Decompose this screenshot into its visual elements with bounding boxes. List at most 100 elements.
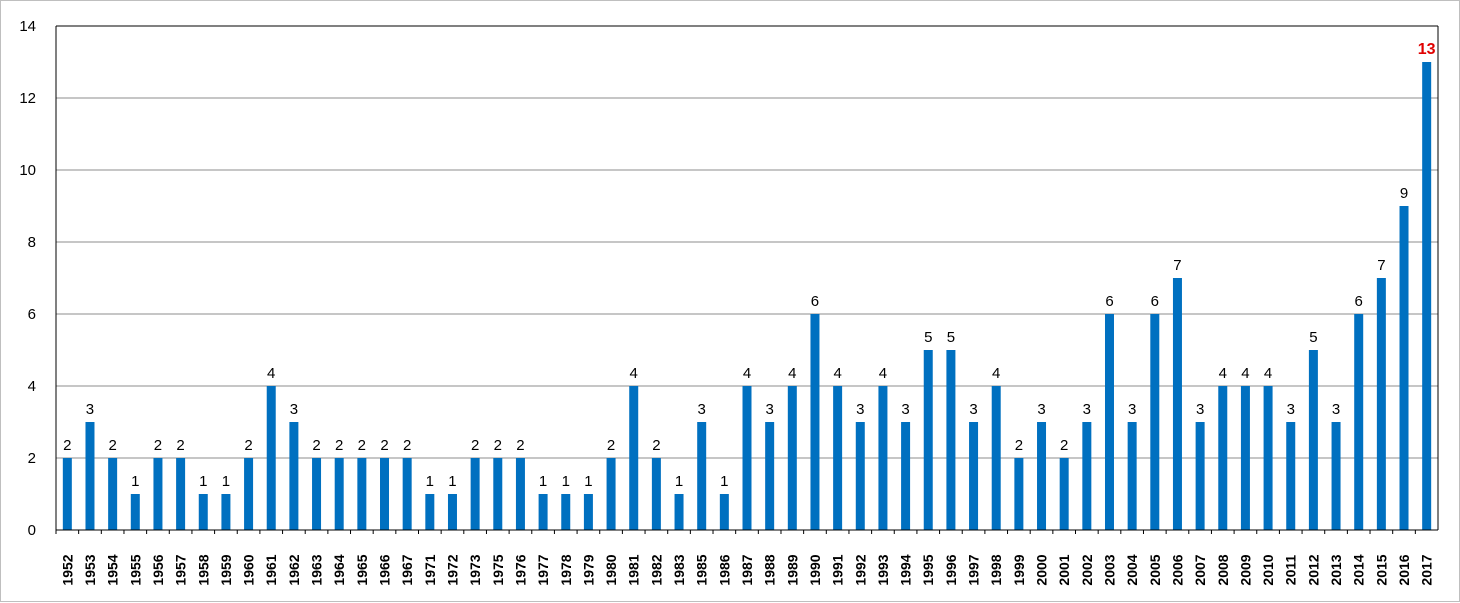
data-label-1999: 2	[1015, 437, 1023, 454]
data-label-1952: 2	[63, 437, 71, 454]
x-tick-label-1998: 1998	[988, 554, 1004, 585]
x-tick-label-1977: 1977	[535, 554, 551, 585]
x-tick-label-1966: 1966	[377, 554, 393, 585]
bar-2003	[1104, 314, 1114, 530]
bar-1986	[719, 494, 729, 530]
bar-1985	[697, 422, 707, 530]
data-label-1979: 1	[584, 473, 592, 490]
bar-1956	[153, 458, 163, 530]
bar-1988	[765, 422, 775, 530]
y-tick-label-4: 4	[28, 378, 36, 395]
data-label-2017: 13	[1418, 41, 1436, 58]
bar-2005	[1150, 314, 1160, 530]
x-tick-label-1993: 1993	[875, 554, 891, 585]
bar-2012	[1308, 350, 1318, 530]
x-tick-label-1955: 1955	[127, 554, 143, 585]
bar-2006	[1172, 278, 1182, 530]
x-tick-label-1994: 1994	[898, 554, 914, 585]
bar-1996	[946, 350, 956, 530]
data-label-1957: 2	[176, 437, 184, 454]
data-label-1993: 4	[879, 365, 887, 382]
x-tick-label-2001: 2001	[1056, 554, 1072, 585]
bar-2002	[1082, 422, 1092, 530]
bar-1998	[991, 386, 1001, 530]
y-tick-label-14: 14	[19, 18, 36, 35]
data-label-1998: 4	[992, 365, 1000, 382]
bar-1971	[425, 494, 435, 530]
bar-1957	[176, 458, 186, 530]
bar-1987	[742, 386, 752, 530]
data-label-2011: 3	[1287, 401, 1295, 418]
x-tick-label-1997: 1997	[966, 554, 982, 585]
bar-1993	[878, 386, 888, 530]
data-label-1978: 1	[562, 473, 570, 490]
bar-1966	[380, 458, 390, 530]
x-tick-label-2003: 2003	[1101, 554, 1117, 585]
data-label-2000: 3	[1037, 401, 1045, 418]
y-tick-label-6: 6	[28, 306, 36, 323]
x-tick-label-1958: 1958	[195, 554, 211, 585]
data-label-2001: 2	[1060, 437, 1068, 454]
bar-1954	[108, 458, 118, 530]
bar-1964	[334, 458, 344, 530]
bar-1992	[855, 422, 865, 530]
data-label-1991: 4	[833, 365, 841, 382]
x-tick-label-1981: 1981	[626, 554, 642, 585]
x-tick-label-1980: 1980	[603, 554, 619, 585]
data-label-1977: 1	[539, 473, 547, 490]
data-label-1994: 3	[901, 401, 909, 418]
axes	[55, 25, 1439, 534]
bar-2013	[1331, 422, 1341, 530]
x-tick-label-2004: 2004	[1124, 554, 1140, 585]
bar-1952	[62, 458, 72, 530]
data-label-2016: 9	[1400, 185, 1408, 202]
bar-1963	[312, 458, 322, 530]
x-tick-label-1960: 1960	[241, 554, 257, 585]
x-tick-label-1953: 1953	[82, 554, 98, 585]
x-tick-label-1956: 1956	[150, 554, 166, 585]
bar-2011	[1286, 422, 1296, 530]
bar-2004	[1127, 422, 1137, 530]
data-label-1963: 2	[312, 437, 320, 454]
data-label-1964: 2	[335, 437, 343, 454]
bar-1994	[901, 422, 911, 530]
bar-1953	[85, 422, 95, 530]
bar-1999	[1014, 458, 1024, 530]
x-tick-label-1964: 1964	[331, 554, 347, 585]
bar-1982	[651, 458, 661, 530]
x-tick-label-1979: 1979	[580, 554, 596, 585]
bar-1972	[447, 494, 457, 530]
x-tick-label-1976: 1976	[512, 554, 528, 585]
bar-1961	[266, 386, 276, 530]
data-label-1976: 2	[516, 437, 524, 454]
x-tick-label-2017: 2017	[1419, 554, 1435, 585]
data-label-1982: 2	[652, 437, 660, 454]
data-label-1972: 1	[448, 473, 456, 490]
x-tick-label-1991: 1991	[830, 554, 846, 585]
x-tick-label-1992: 1992	[852, 554, 868, 585]
x-tick-label-2002: 2002	[1079, 554, 1095, 585]
bar-2007	[1195, 422, 1205, 530]
data-label-2007: 3	[1196, 401, 1204, 418]
x-tick-label-2015: 2015	[1373, 554, 1389, 585]
x-tick-label-1990: 1990	[807, 554, 823, 585]
x-tick-label-2010: 2010	[1260, 554, 1276, 585]
x-tick-label-1983: 1983	[671, 554, 687, 585]
x-tick-label-1952: 1952	[59, 554, 75, 585]
data-label-2012: 5	[1309, 329, 1317, 346]
bar-1979	[583, 494, 593, 530]
bar-1976	[515, 458, 525, 530]
data-label-2005: 6	[1151, 293, 1159, 310]
bars	[62, 62, 1432, 530]
x-tick-label-1965: 1965	[354, 554, 370, 585]
x-tick-label-1987: 1987	[739, 554, 755, 585]
x-tick-label-2016: 2016	[1396, 554, 1412, 585]
x-tick-label-2006: 2006	[1169, 554, 1185, 585]
bar-1973	[470, 458, 480, 530]
x-tick-label-1954: 1954	[105, 554, 121, 585]
bar-1967	[402, 458, 412, 530]
data-label-1956: 2	[154, 437, 162, 454]
bar-1965	[357, 458, 367, 530]
bar-2016	[1399, 206, 1409, 530]
